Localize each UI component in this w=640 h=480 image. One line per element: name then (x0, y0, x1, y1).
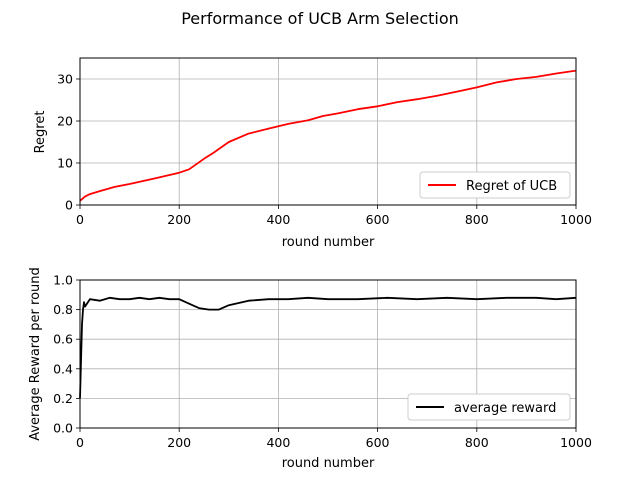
regret-xtick-label: 1000 (560, 212, 592, 227)
regret-plot: 0 200 400 600 800 1000 0 10 20 30 round number Re… (33, 57, 592, 250)
reward-ylabel: Average Reward per round (28, 267, 43, 441)
reward-plot: 0 200 400 600 800 1000 0.0 0.2 0.4 0.6 0.8 1.0 roun… (28, 267, 592, 471)
reward-xlabel: round number (282, 456, 375, 471)
regret-ylabel: Regret (33, 111, 48, 154)
regret-xtick-label: 600 (366, 212, 390, 227)
reward-xtick-label: 1000 (560, 435, 592, 450)
reward-xtick-label: 800 (465, 435, 489, 450)
reward-legend-label: average reward (454, 401, 556, 416)
reward-legend: average reward (407, 393, 571, 421)
regret-xlabel: round number (282, 235, 375, 250)
figure-title: Performance of UCB Arm Selection (181, 9, 459, 28)
reward-legend-box (407, 393, 571, 421)
reward-series (79, 296, 577, 399)
reward-ytick-label: 0.0 (53, 421, 73, 436)
reward-ytick-label: 0.2 (53, 391, 73, 406)
regret-ytick-label: 10 (57, 156, 73, 171)
reward-xtick-label: 400 (266, 435, 290, 450)
reward-axes-frame (79, 279, 577, 429)
regret-ticks: 0 200 400 600 800 1000 0 10 20 30 (57, 72, 592, 228)
regret-legend: Regret of UCB (419, 171, 571, 199)
regret-axes-frame (79, 57, 577, 206)
reward-ytick-label: 0.6 (53, 332, 73, 347)
reward-ytick-label: 0.4 (53, 361, 73, 376)
regret-xtick-label: 200 (167, 212, 191, 227)
reward-ticks: 0 200 400 600 800 1000 0.0 0.2 0.4 0.6 0.8 1.0 (53, 273, 592, 451)
regret-legend-box (419, 171, 571, 199)
regret-series-line (79, 69, 577, 202)
regret-series (79, 69, 577, 202)
regret-xtick-label: 400 (266, 212, 290, 227)
regret-xtick-label: 0 (76, 212, 84, 227)
reward-ytick-label: 0.8 (53, 302, 73, 317)
reward-ytick-label: 1.0 (53, 273, 73, 288)
regret-ytick-label: 30 (57, 72, 73, 87)
reward-xtick-label: 600 (366, 435, 390, 450)
regret-ytick-label: 0 (65, 198, 73, 213)
reward-series-line (79, 296, 577, 399)
regret-legend-label: Regret of UCB (466, 179, 557, 194)
regret-xtick-label: 800 (465, 212, 489, 227)
reward-xtick-label: 0 (76, 435, 84, 450)
reward-xtick-label: 200 (167, 435, 191, 450)
regret-ytick-label: 20 (57, 114, 73, 129)
